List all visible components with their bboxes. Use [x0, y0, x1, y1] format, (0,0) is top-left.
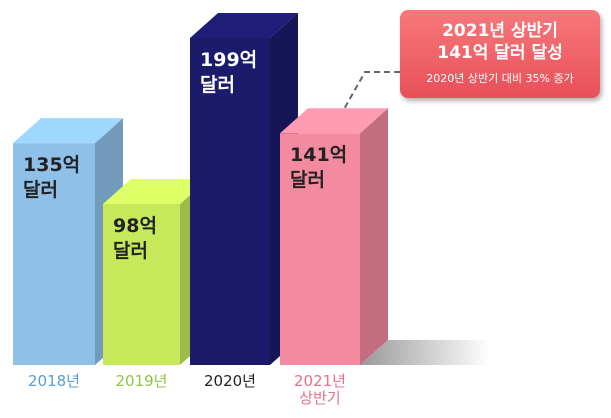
- value-label: 135억 달러: [23, 154, 81, 202]
- x-tick-label: 2021년 상반기: [294, 372, 346, 407]
- callout-line: 2021년 상반기: [442, 21, 558, 41]
- floor-shadow: [360, 340, 490, 365]
- callout: 2021년 상반기 141억 달러 달성 2020년 상반기 대비 35% 증가: [400, 10, 600, 98]
- bar: [103, 203, 180, 365]
- x-tick-label: 2019년: [115, 372, 168, 390]
- value-label: 199억 달러: [200, 49, 258, 96]
- callout-note: 2020년 상반기 대비 35% 증가: [426, 72, 574, 85]
- bar-top: [103, 178, 208, 204]
- bar: [13, 143, 95, 365]
- callout-leader: [334, 71, 400, 126]
- bar-side: [360, 108, 388, 366]
- callout-line: 141억 달러 달성: [437, 43, 563, 63]
- bar-top: [13, 118, 123, 144]
- bar: [280, 133, 360, 365]
- x-tick-label: 2020년: [204, 372, 256, 390]
- bar-top: [280, 108, 388, 134]
- bar: [190, 38, 270, 365]
- value-label: 141억 달러: [290, 144, 348, 192]
- value-label: 98억 달러: [113, 214, 157, 262]
- bar-top: [190, 13, 298, 38]
- x-tick-label: 2018년: [28, 372, 80, 390]
